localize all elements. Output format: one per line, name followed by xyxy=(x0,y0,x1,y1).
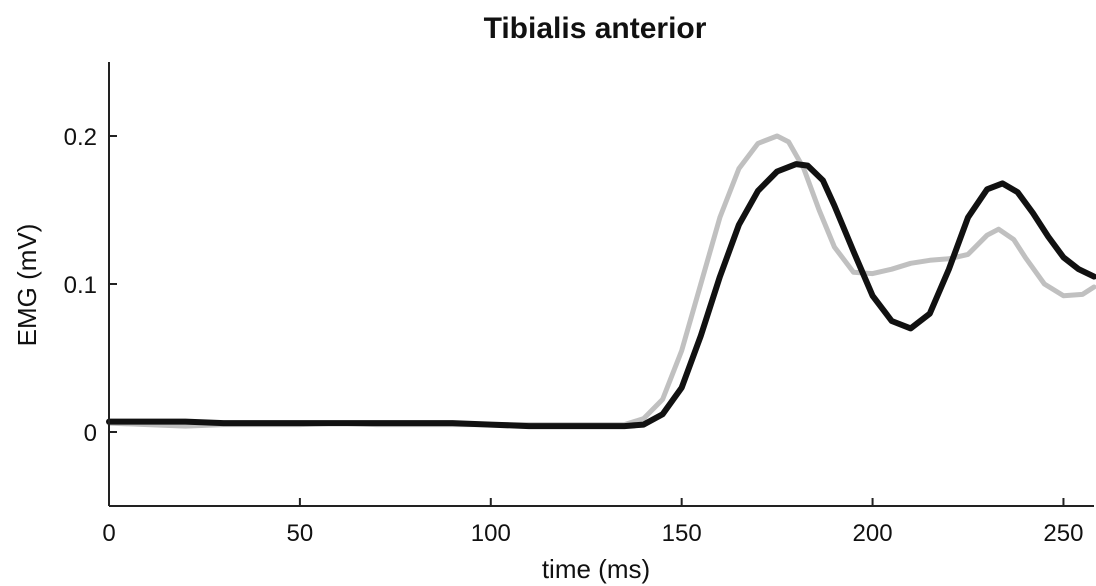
x-tick-label: 250 xyxy=(1043,520,1083,547)
y-tick-label: 0.1 xyxy=(64,272,97,299)
x-tick-label: 100 xyxy=(471,520,511,547)
x-tick-label: 50 xyxy=(287,520,314,547)
x-axis-label: time (ms) xyxy=(542,554,650,584)
series-layer xyxy=(106,133,1096,430)
x-tick-label: 200 xyxy=(853,520,893,547)
chart-title: Tibialis anterior xyxy=(484,12,707,45)
axes-layer: 0 50 100 150 200 250 0 0.1 0.2 xyxy=(64,62,1094,547)
series-line-2 xyxy=(106,161,1096,430)
y-tick-label: 0.2 xyxy=(64,124,97,151)
x-tick-label: 0 xyxy=(102,520,115,547)
x-tick-label: 150 xyxy=(662,520,702,547)
y-tick-label: 0 xyxy=(84,420,97,447)
y-axis-label: EMG (mV) xyxy=(12,224,42,347)
